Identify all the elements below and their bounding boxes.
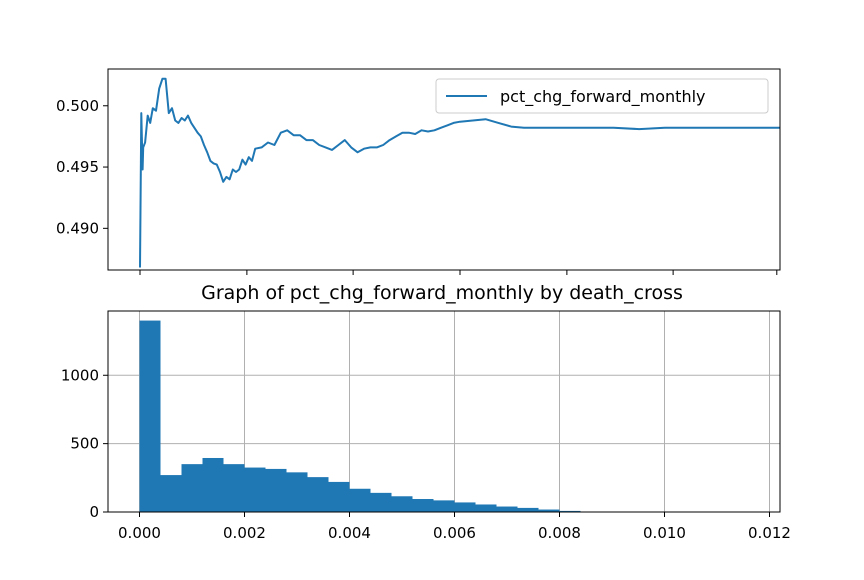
hist-x-tick-label-6: 0.012 [748, 524, 791, 542]
line-y-tick-label-1: 0.495 [56, 158, 99, 176]
histogram-bar-4 [224, 464, 245, 512]
histogram-bar-16 [476, 504, 497, 512]
hist-y-tick-label-1: 500 [70, 435, 99, 453]
histogram-bar-18 [518, 508, 539, 512]
legend: pct_chg_forward_monthly [436, 79, 768, 113]
histogram-bar-5 [245, 468, 266, 512]
hist-x-tick-label-4: 0.008 [538, 524, 581, 542]
hist-x-tick-label-1: 0.002 [223, 524, 266, 542]
histogram-bar-13 [413, 499, 434, 512]
histogram-bar-3 [203, 458, 224, 512]
histogram-bar-17 [497, 507, 518, 512]
histogram-bar-15 [455, 502, 476, 512]
histogram-bar-2 [182, 464, 203, 512]
hist-x-tick-label-0: 0.000 [118, 524, 161, 542]
histogram-bar-10 [350, 489, 371, 512]
hist-y-tick-label-2: 1000 [61, 366, 99, 384]
hist-x-tick-label-3: 0.006 [433, 524, 476, 542]
legend-label: pct_chg_forward_monthly [500, 87, 706, 107]
hist-x-tick-label-5: 0.010 [643, 524, 686, 542]
histogram-bar-8 [308, 477, 329, 512]
hist-x-tick-label-2: 0.004 [328, 524, 371, 542]
histogram-bar-11 [371, 493, 392, 512]
hist-y-tick-label-0: 0 [89, 503, 99, 521]
histogram-bar-6 [266, 469, 287, 512]
line-y-tick-label-2: 0.500 [56, 97, 99, 115]
histogram-bar-12 [392, 496, 413, 512]
histogram-title: Graph of pct_chg_forward_monthly by deat… [201, 282, 683, 304]
histogram-bar-1 [161, 475, 182, 512]
histogram-bar-9 [329, 482, 350, 512]
histogram-bar-7 [287, 472, 308, 512]
histogram-bar-14 [434, 500, 455, 512]
line-y-tick-label-0: 0.490 [56, 219, 99, 237]
histogram-bar-0 [140, 321, 161, 512]
